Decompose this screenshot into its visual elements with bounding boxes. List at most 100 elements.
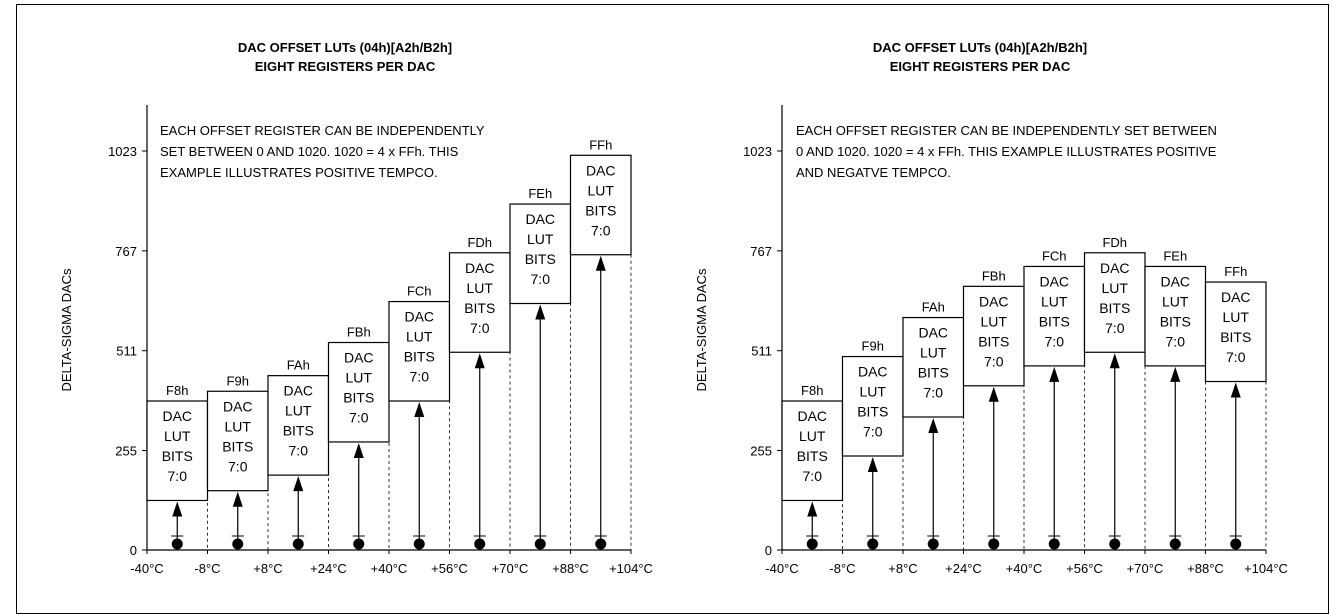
temperature-point [413, 538, 425, 550]
temperature-point [534, 538, 546, 550]
box-text: 7:0 [1045, 333, 1065, 349]
offset-arrow-head [414, 402, 425, 418]
box-text: LUT [406, 329, 433, 345]
box-text: 7:0 [1105, 320, 1125, 336]
x-tick-label: -40°C [130, 561, 163, 576]
box-text: DAC [1221, 289, 1251, 305]
y-tick-label: 511 [751, 344, 772, 359]
temperature-point [988, 538, 1000, 550]
register-label: FDh [467, 235, 492, 250]
box-text: DAC [283, 383, 313, 399]
offset-arrow-head [1170, 366, 1181, 382]
x-tick-label: +70°C [492, 561, 529, 576]
offset-arrow-head [988, 386, 999, 402]
box-text: LUT [920, 345, 947, 361]
box-text: LUT [588, 182, 615, 198]
box-text: LUT [1223, 309, 1250, 325]
offset-arrow-head [535, 304, 546, 320]
lut-register-box [327, 341, 390, 443]
temperature-point [1230, 538, 1242, 550]
register-label: FBh [982, 268, 1006, 283]
box-text: LUT [1041, 293, 1068, 309]
y-axis-label: DELTA-SIGMA DACs [694, 268, 709, 392]
box-text: BITS [1099, 300, 1130, 316]
lut-register-box [1083, 252, 1146, 353]
box-text: LUT [981, 313, 1008, 329]
box-text: DAC [1160, 273, 1190, 289]
box-text: BITS [283, 423, 314, 439]
note-line: SET BETWEEN 0 AND 1020. 1020 = 4 x FFh. … [160, 144, 459, 159]
offset-arrow-head [1230, 382, 1241, 398]
y-tick-label: 511 [116, 344, 137, 359]
register-label: FAh [922, 300, 945, 315]
box-text: BITS [343, 390, 374, 406]
chart-title: DAC OFFSET LUTs (04h)[A2h/B2h] [238, 40, 452, 55]
x-tick-label: +8°C [253, 561, 282, 576]
note-line: AND NEGATVE TEMPCO. [796, 165, 951, 180]
box-text: DAC [1100, 260, 1130, 276]
lut-register-box [962, 285, 1025, 387]
lut-register-box [902, 316, 965, 418]
note-line: EACH OFFSET REGISTER CAN BE INDEPENDENTL… [160, 123, 485, 138]
box-text: BITS [525, 251, 556, 267]
box-text: DAC [797, 408, 827, 424]
box-text: DAC [525, 211, 555, 227]
chart-subtitle: EIGHT REGISTERS PER DAC [890, 59, 1071, 74]
temperature-point [292, 538, 304, 550]
note-line: EACH OFFSET REGISTER CAN BE INDEPENDENTL… [796, 123, 1217, 138]
box-text: BITS [404, 349, 435, 365]
offset-arrow-head [232, 491, 243, 507]
box-text: 7:0 [924, 385, 944, 401]
temperature-point [1109, 538, 1121, 550]
box-text: BITS [857, 404, 888, 420]
box-text: 7:0 [803, 468, 823, 484]
y-tick-label: 255 [115, 444, 137, 459]
temperature-point [927, 538, 939, 550]
register-label: F9h [862, 339, 884, 354]
y-tick-label: 1023 [108, 144, 137, 159]
box-text: DAC [465, 260, 495, 276]
x-tick-label: +88°C [552, 561, 589, 576]
box-text: 7:0 [1226, 349, 1246, 365]
temperature-point [232, 538, 244, 550]
lut-register-box [1204, 281, 1267, 383]
temperature-point [595, 538, 607, 550]
box-text: LUT [467, 280, 494, 296]
x-tick-label: +24°C [945, 561, 982, 576]
y-tick-label: 0 [130, 543, 137, 558]
box-text: 7:0 [168, 468, 188, 484]
box-text: LUT [1102, 280, 1129, 296]
offset-arrow-head [172, 501, 183, 517]
temperature-point [1169, 538, 1181, 550]
box-text: LUT [860, 384, 887, 400]
box-text: 7:0 [470, 320, 490, 336]
box-text: DAC [586, 162, 616, 178]
x-tick-label: -8°C [829, 561, 855, 576]
box-text: LUT [225, 418, 252, 434]
y-tick-label: 767 [115, 244, 137, 259]
register-label: FFh [589, 137, 612, 152]
x-tick-label: -8°C [194, 561, 220, 576]
register-label: FCh [1042, 248, 1067, 263]
box-text: DAC [858, 364, 888, 380]
box-text: LUT [164, 428, 191, 444]
register-label: FCh [407, 284, 432, 299]
box-text: 7:0 [410, 369, 430, 385]
box-text: LUT [1162, 293, 1189, 309]
offset-arrow-head [474, 353, 485, 369]
register-label: F8h [166, 383, 188, 398]
lut-register-box [781, 400, 844, 502]
x-tick-label: +104°C [1244, 561, 1288, 576]
box-text: 7:0 [1166, 333, 1186, 349]
temperature-point [171, 538, 183, 550]
box-text: 7:0 [591, 222, 611, 238]
temperature-point [353, 538, 365, 550]
register-label: FBh [347, 325, 371, 340]
offset-arrow-head [867, 457, 878, 473]
box-text: DAC [223, 398, 253, 414]
offset-arrow-head [807, 501, 818, 517]
register-label: FAh [287, 358, 310, 373]
offset-arrow-head [353, 442, 364, 458]
y-axis-label: DELTA-SIGMA DACs [59, 268, 74, 392]
